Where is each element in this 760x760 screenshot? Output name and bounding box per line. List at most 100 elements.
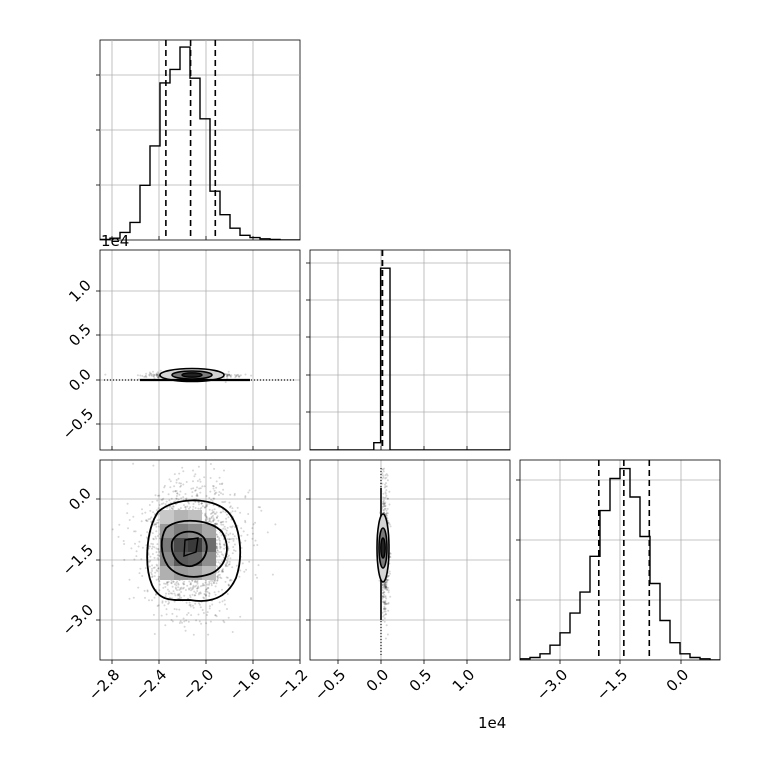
sample-point — [200, 502, 203, 505]
sample-point — [215, 516, 218, 519]
density-squares — [160, 510, 216, 580]
sample-point — [175, 490, 178, 492]
sample-point — [382, 500, 385, 503]
sample-point — [170, 582, 173, 585]
sample-point — [204, 590, 207, 593]
sample-point — [161, 601, 164, 604]
sample-point — [247, 491, 250, 494]
sample-point — [254, 573, 257, 576]
sample-point — [153, 575, 156, 578]
sample-point — [384, 491, 387, 494]
sample-point — [222, 520, 225, 523]
sample-point — [216, 575, 219, 578]
sample-point — [168, 508, 171, 511]
panel-scatter-x0-x2 — [96, 459, 301, 664]
sample-point — [155, 563, 158, 566]
sample-point — [227, 583, 230, 586]
sample-point — [242, 530, 245, 533]
sample-point — [155, 373, 158, 376]
sample-point — [259, 506, 261, 509]
sample-point — [212, 485, 214, 487]
sample-point — [196, 581, 199, 584]
sample-point — [172, 580, 175, 583]
sample-point — [245, 568, 248, 571]
sample-point — [381, 619, 384, 622]
panel-hist-x2 — [516, 459, 721, 664]
sample-point — [223, 543, 226, 546]
sample-point — [225, 517, 228, 520]
sample-point — [152, 370, 154, 373]
sample-point — [162, 497, 165, 500]
sample-point — [387, 586, 390, 589]
sample-point — [213, 582, 215, 585]
sample-point — [171, 585, 174, 588]
sample-point — [157, 375, 159, 378]
sample-point — [221, 482, 224, 485]
sample-point — [190, 487, 193, 490]
sample-point — [153, 377, 156, 380]
sample-point — [185, 481, 188, 483]
sample-point — [215, 486, 218, 489]
sample-point — [384, 600, 387, 602]
sample-point — [215, 522, 218, 525]
tick-label: 0.5 — [65, 320, 95, 350]
sample-point — [151, 532, 154, 535]
sample-point — [226, 373, 229, 376]
sample-point — [387, 591, 390, 594]
sample-point — [183, 580, 186, 583]
sample-point — [254, 539, 257, 542]
sample-point — [229, 525, 232, 528]
sample-point — [173, 485, 176, 488]
sample-point — [208, 519, 211, 522]
sample-point — [221, 521, 224, 523]
sample-point — [383, 600, 386, 603]
sample-point — [202, 612, 205, 614]
sample-point — [382, 601, 385, 604]
sample-point — [176, 593, 179, 596]
sample-point — [159, 369, 162, 372]
sample-point — [385, 587, 388, 590]
sample-point — [164, 503, 167, 506]
sample-point — [212, 581, 215, 584]
sample-point — [215, 545, 218, 548]
sample-point — [174, 503, 177, 506]
sample-point — [164, 600, 167, 603]
sample-point — [220, 483, 223, 486]
gridlines — [100, 40, 300, 240]
sample-point — [184, 629, 187, 632]
sample-point — [152, 464, 155, 467]
sample-point — [383, 581, 386, 584]
sample-point — [202, 584, 205, 587]
sample-point — [156, 509, 158, 512]
sample-point — [175, 479, 178, 481]
sample-point — [140, 520, 143, 523]
sample-point — [226, 377, 229, 380]
sample-point — [132, 515, 135, 518]
sample-point — [151, 553, 154, 555]
tick-label: 1.0 — [449, 666, 479, 696]
sample-point — [234, 550, 237, 552]
sample-point — [383, 585, 386, 588]
sample-point — [384, 502, 386, 505]
sample-point — [218, 543, 221, 546]
sample-point — [154, 523, 157, 526]
sample-point — [219, 547, 222, 550]
sample-point — [218, 539, 221, 542]
sample-point — [216, 577, 219, 580]
sample-point — [137, 586, 140, 589]
sample-point — [212, 485, 215, 488]
sample-point — [218, 542, 221, 545]
sample-point — [148, 504, 151, 506]
sample-point — [205, 516, 208, 519]
histogram-step — [100, 46, 300, 240]
sample-point — [200, 506, 203, 509]
sample-point — [220, 551, 223, 553]
sample-point — [221, 569, 224, 572]
sample-point — [385, 602, 388, 605]
sample-point — [194, 594, 197, 597]
sample-point — [182, 582, 185, 585]
sample-point — [156, 375, 158, 378]
sample-point — [383, 610, 386, 613]
sample-point — [155, 374, 158, 377]
sample-point — [213, 512, 216, 515]
